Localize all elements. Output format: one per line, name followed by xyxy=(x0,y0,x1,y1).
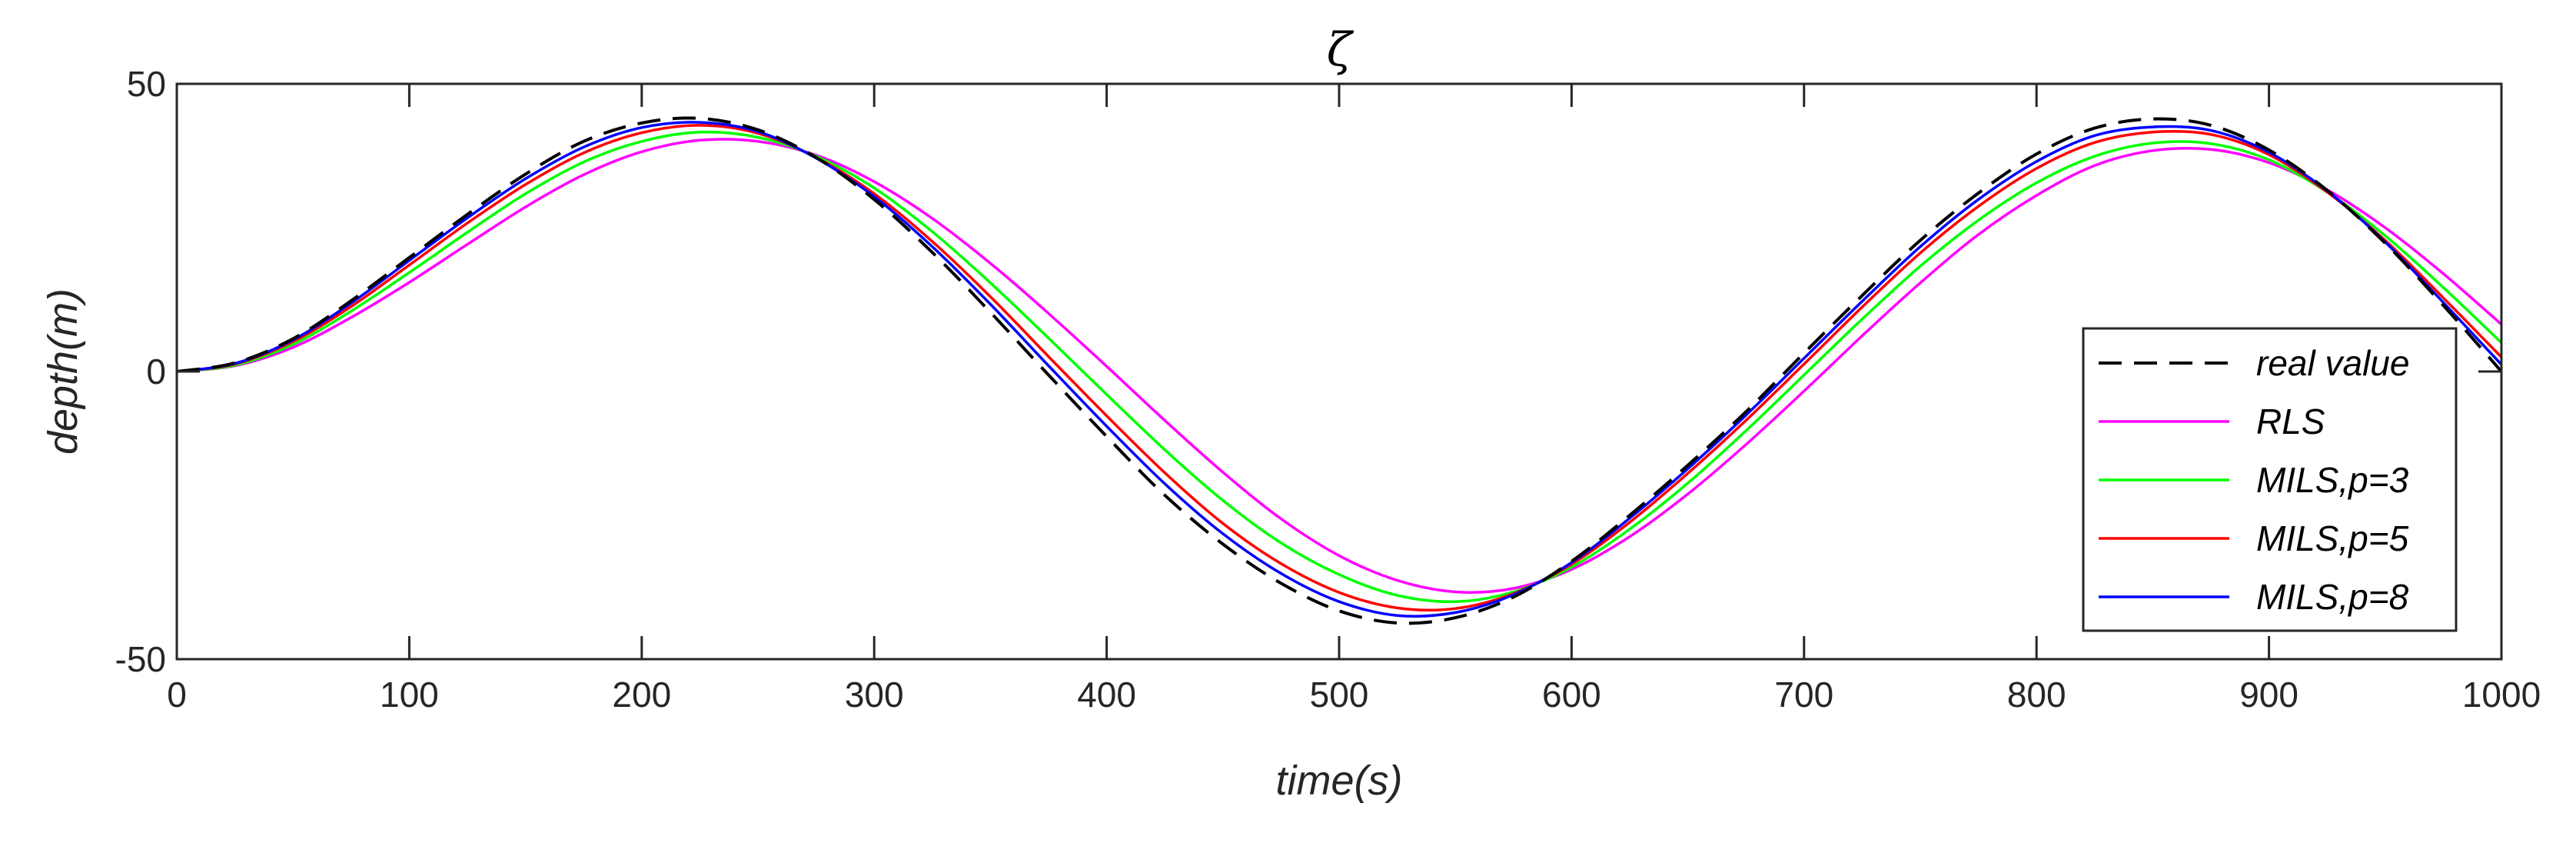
legend-label-mils-p-3: MILS,p=3 xyxy=(2256,460,2409,500)
x-tick-label: 100 xyxy=(380,675,439,715)
x-tick-label: 600 xyxy=(1542,675,1601,715)
x-tick-label: 400 xyxy=(1077,675,1136,715)
series-line-real-value xyxy=(176,116,2503,625)
x-tick-label: 500 xyxy=(1310,675,1369,715)
legend-label-mils-p-5: MILS,p=5 xyxy=(2256,518,2409,558)
x-tick-label: 200 xyxy=(612,675,671,715)
y-tick-label: 0 xyxy=(146,352,166,392)
x-tick-label: 0 xyxy=(167,675,187,715)
y-axis-title: depth(m) xyxy=(40,288,86,455)
y-tick-label: 50 xyxy=(127,64,166,104)
series-line-mils-p-3 xyxy=(176,130,2503,604)
y-tick-label: -50 xyxy=(115,639,166,679)
legend-label-mils-p-8: MILS,p=8 xyxy=(2256,577,2409,617)
x-tick-label: 800 xyxy=(2007,675,2066,715)
series-line-mils-p-5 xyxy=(176,124,2503,612)
series-line-rls xyxy=(176,138,2503,594)
chart-title: ζ xyxy=(1327,23,1354,77)
x-tick-label: 300 xyxy=(845,675,904,715)
legend: real value RLS MILS,p=3 MILS,p=5 MILS,p=8 xyxy=(2082,327,2458,632)
x-axis-title: time(s) xyxy=(1276,758,1403,804)
legend-label-real-value: real value xyxy=(2256,343,2409,383)
series-layer xyxy=(176,116,2503,625)
x-tick-label: 900 xyxy=(2239,675,2298,715)
x-tick-label: 700 xyxy=(1774,675,1833,715)
x-tick-label: 1000 xyxy=(2462,675,2541,715)
series-line-mils-p-8 xyxy=(176,121,2503,618)
legend-label-rls: RLS xyxy=(2256,402,2325,441)
